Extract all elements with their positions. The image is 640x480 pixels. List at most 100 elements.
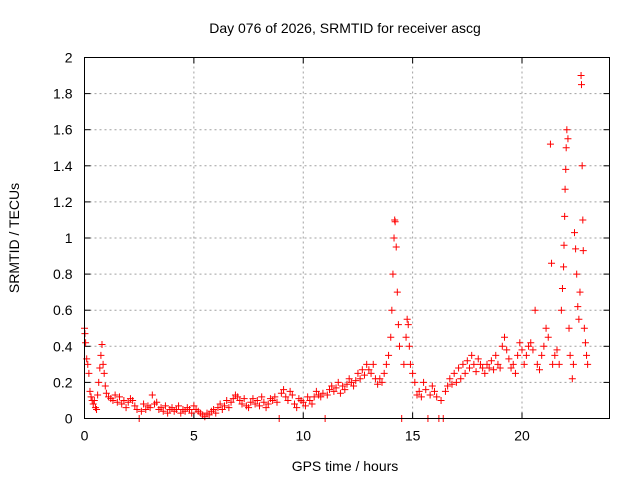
data-point: [461, 369, 469, 377]
data-point: [404, 321, 412, 329]
data-point: [518, 346, 526, 354]
data-point: [93, 405, 101, 413]
data-point: [474, 355, 482, 363]
data-point: [542, 324, 550, 332]
y-tick-label: 0.4: [53, 338, 73, 354]
data-point: [564, 135, 572, 143]
data-point: [448, 380, 456, 388]
y-axis-label: SRMTID / TECUs: [6, 183, 22, 293]
data-point: [540, 342, 548, 350]
data-point: [394, 321, 402, 329]
data-point: [403, 315, 411, 323]
data-point: [531, 306, 539, 314]
data-point: [221, 402, 228, 410]
data-point: [374, 380, 382, 388]
data-point: [490, 366, 498, 374]
chart-title: Day 076 of 2026, SRMTID for receiver asc…: [209, 20, 481, 36]
data-point: [361, 371, 368, 379]
data-point: [223, 396, 231, 404]
data-point: [260, 398, 268, 406]
data-point: [306, 396, 314, 404]
data-point: [258, 393, 266, 401]
data-point: [503, 346, 511, 354]
data-point: [124, 398, 132, 406]
y-tick-label: 0: [65, 411, 73, 427]
data-point: [396, 342, 403, 350]
data-point: [157, 404, 165, 412]
data-point: [525, 342, 533, 350]
data-point: [326, 386, 333, 394]
data-point: [236, 396, 244, 404]
data-point: [264, 400, 272, 408]
data-point: [84, 360, 92, 368]
axis-ticks: 0 5 10 15 20 0 0.2 0.4 0.6 0.8 1 1.2 1.4 1.6 1.8 2: [53, 50, 610, 444]
data-point: [251, 400, 259, 408]
data-point: [284, 396, 292, 404]
data-point: [578, 162, 586, 170]
y-tick-label: 1: [65, 230, 73, 246]
data-point: [102, 389, 110, 397]
data-point: [212, 409, 220, 417]
data-point: [363, 360, 371, 368]
data-point: [310, 393, 318, 401]
data-point: [426, 391, 434, 399]
data-point: [282, 393, 290, 401]
data-point: [175, 402, 183, 410]
y-tick-label: 1.6: [53, 122, 73, 138]
data-point: [388, 306, 396, 314]
data-point: [86, 387, 94, 395]
data-point: [468, 351, 476, 359]
data-point: [452, 378, 460, 386]
data-point: [95, 378, 103, 386]
data-point: [378, 378, 386, 386]
data-point: [409, 369, 417, 377]
data-point: [339, 382, 347, 390]
data-point: [446, 375, 454, 383]
data-point: [415, 387, 423, 395]
data-point: [113, 398, 121, 406]
data-point: [479, 364, 487, 372]
data-point: [551, 351, 559, 359]
data-point: [548, 259, 556, 267]
data-point: [271, 393, 279, 401]
data-point: [406, 360, 414, 368]
data-point: [288, 391, 296, 399]
data-point: [168, 404, 176, 412]
data-point: [413, 391, 421, 399]
data-point: [533, 360, 541, 368]
data-point: [116, 393, 123, 401]
data-point: [301, 402, 309, 410]
data-point: [332, 384, 340, 392]
data-point: [308, 400, 316, 408]
data-point: [131, 402, 139, 410]
data-point: [330, 387, 338, 395]
data-point: [385, 351, 393, 359]
data-point: [172, 405, 180, 413]
data-point: [100, 369, 108, 377]
data-point: [562, 144, 570, 152]
data-point: [256, 402, 263, 410]
data-point: [317, 393, 325, 401]
data-point: [553, 346, 561, 354]
data-point: [529, 346, 537, 354]
data-point: [411, 378, 419, 386]
x-tick-label: 15: [405, 428, 421, 444]
y-tick-label: 0.8: [53, 266, 73, 282]
data-point: [210, 405, 218, 413]
x-tick-label: 10: [295, 428, 311, 444]
data-point: [557, 306, 565, 314]
data-point: [437, 396, 445, 404]
data-point: [159, 407, 167, 415]
data-point: [341, 386, 349, 394]
data-point: [562, 165, 570, 173]
data-point: [568, 375, 576, 383]
x-tick-label: 5: [190, 428, 198, 444]
data-point: [354, 369, 362, 377]
data-point: [574, 303, 582, 311]
data-point: [494, 360, 502, 368]
data-point: [389, 270, 397, 278]
data-point: [291, 400, 298, 408]
data-point: [580, 324, 588, 332]
data-point: [133, 405, 141, 413]
data-point: [578, 81, 585, 89]
